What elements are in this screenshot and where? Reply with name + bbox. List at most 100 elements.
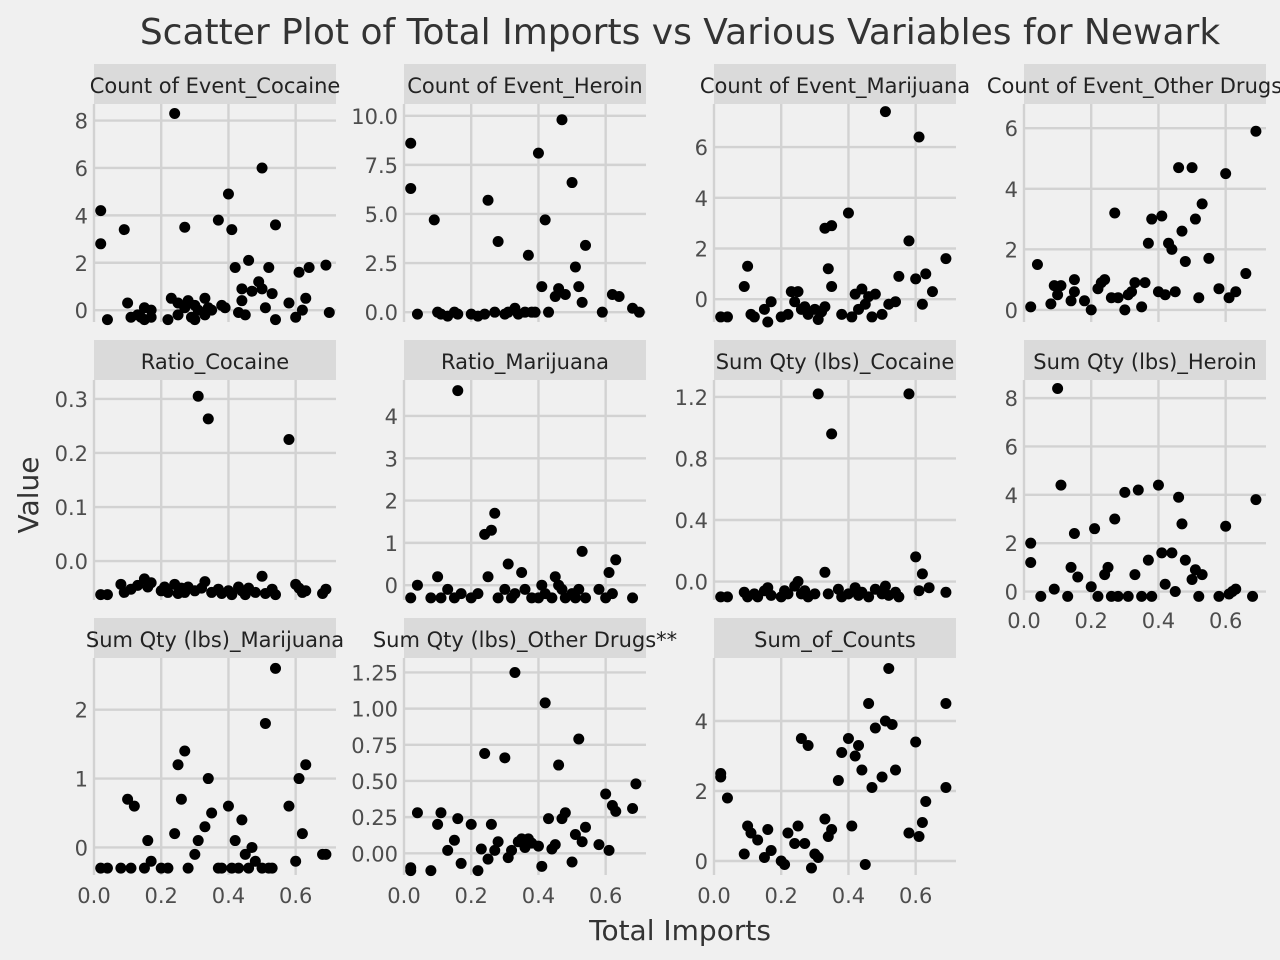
data-point [812, 852, 824, 863]
data-point [849, 750, 861, 762]
grid-lines [402, 658, 646, 875]
data-point [522, 249, 534, 261]
data-point [259, 302, 271, 314]
data-point [903, 388, 915, 400]
data-point [1052, 382, 1064, 394]
data-point [580, 592, 591, 604]
data-point [553, 759, 565, 771]
x-tick-label: 0.0 [1007, 609, 1040, 633]
data-point [266, 288, 278, 300]
x-tick-label: 0.2 [1075, 609, 1108, 633]
data-point [128, 800, 140, 812]
facet-strip [94, 64, 336, 104]
y-tick-label: 0.3 [55, 388, 88, 412]
data-point [866, 311, 878, 323]
y-tick-label: 2 [1005, 238, 1018, 262]
data-point [1109, 513, 1121, 525]
data-point [832, 775, 844, 786]
y-tick-label: 2 [385, 490, 398, 514]
data-point [549, 839, 561, 851]
data-point [448, 834, 460, 846]
data-point [199, 821, 211, 833]
data-point [122, 297, 134, 309]
data-point [715, 771, 727, 783]
data-points [95, 390, 332, 601]
data-point [779, 859, 791, 870]
data-point [809, 588, 821, 600]
data-point [836, 308, 848, 320]
facet-strip [94, 340, 336, 380]
data-point [1065, 561, 1077, 573]
data-point [863, 698, 875, 709]
x-tick-label: 0.4 [832, 884, 865, 908]
grid-lines [1022, 380, 1266, 600]
data-point [249, 855, 261, 867]
y-tick-label: 0.0 [675, 571, 708, 595]
data-point [405, 137, 417, 149]
y-tick-label: 2 [695, 237, 708, 261]
data-point [569, 592, 581, 604]
data-point [199, 292, 211, 304]
data-point [95, 238, 107, 250]
data-point [222, 800, 234, 812]
data-point [1250, 125, 1262, 137]
data-point [101, 314, 113, 326]
data-point [1156, 547, 1168, 559]
data-point [293, 773, 305, 785]
data-point [1213, 283, 1225, 295]
x-tick-label: 0.2 [455, 884, 488, 908]
y-tick-label: 0 [75, 299, 88, 323]
data-point [270, 219, 281, 231]
x-tick-label: 0.6 [1209, 609, 1242, 633]
data-point [1152, 479, 1164, 491]
data-point [569, 261, 581, 273]
facet-strip [1024, 340, 1266, 380]
data-point [485, 818, 497, 830]
data-point [239, 848, 251, 860]
data-point [1196, 198, 1208, 210]
data-point [239, 309, 251, 321]
data-point [249, 586, 261, 598]
data-point [556, 583, 568, 595]
y-tick-label: 0.00 [351, 842, 398, 866]
data-point [425, 865, 437, 877]
x-tick-label: 0.6 [279, 884, 312, 908]
data-point [489, 507, 501, 519]
data-point [613, 290, 625, 302]
data-point [893, 270, 905, 282]
data-point [122, 793, 134, 805]
data-point [179, 221, 191, 233]
data-point [452, 813, 464, 825]
data-point [226, 589, 238, 601]
y-tick-label: 0.1 [55, 496, 88, 520]
panel-count-of-event-other-drugs: Count of Event_Other Drugs** 0 2 4 6 [987, 64, 1280, 323]
data-point [145, 577, 157, 589]
x-tick-label: 0.4 [212, 884, 245, 908]
data-point [323, 307, 335, 319]
facet-label: Count of Event_Other Drugs** [987, 74, 1280, 99]
data-point [532, 147, 544, 159]
data-points [95, 662, 332, 874]
y-tick-label: 6 [1005, 117, 1018, 141]
panel-sum-qty-lbs-heroin: Sum Qty (lbs)_Heroin 0 2 4 6 8 0.0 0.2 0.4 0.6 [1005, 340, 1266, 633]
chart-title: Scatter Plot of Total Imports vs Various… [140, 12, 1220, 53]
data-point [559, 807, 571, 819]
data-point [1240, 268, 1252, 280]
data-point [876, 771, 888, 783]
data-point [219, 302, 231, 314]
y-axis-label: Value [12, 457, 45, 534]
y-tick-label: 6 [695, 136, 708, 160]
data-point [795, 733, 807, 744]
data-point [1179, 554, 1191, 566]
data-point [748, 311, 760, 323]
data-point [1132, 484, 1144, 496]
data-point [425, 592, 437, 604]
data-point [1189, 213, 1201, 225]
facet-label: Count of Event_Heroin [407, 74, 643, 99]
grid-lines [712, 380, 956, 600]
data-point [1068, 286, 1080, 298]
data-point [1247, 590, 1259, 602]
data-point [290, 311, 302, 323]
grid-lines [402, 104, 646, 322]
data-point [303, 262, 315, 273]
